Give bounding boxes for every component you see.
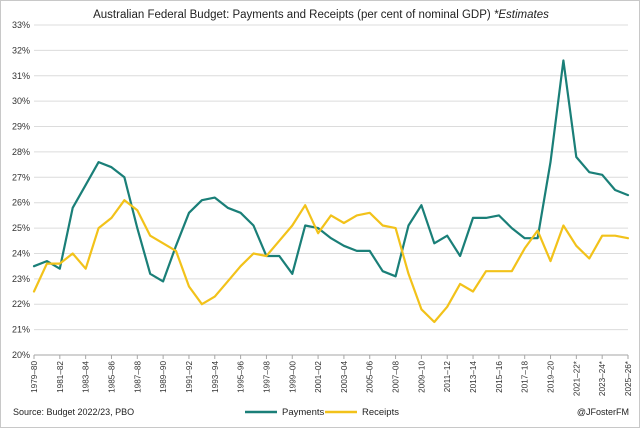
x-tick-label: 2005–06 bbox=[366, 361, 375, 393]
y-tick-label: 24% bbox=[12, 248, 30, 258]
series-line-payments bbox=[32, 59, 630, 283]
x-tick-label: 2009–10 bbox=[417, 361, 426, 393]
x-tick-label: 1987–88 bbox=[133, 361, 142, 393]
x-tick-label: 2017–18 bbox=[521, 361, 530, 393]
legend-payments-label: Payments bbox=[282, 407, 324, 418]
y-tick-label: 26% bbox=[12, 198, 30, 208]
x-tick-label: 2023–24* bbox=[598, 360, 607, 396]
chart-title-text: Australian Federal Budget: Payments and … bbox=[93, 9, 491, 21]
y-axis-ticks: 20% 21% 22% 23% 24% 25% 26% 27% 28% 29% 30% 31% 32% 3… bbox=[12, 20, 30, 360]
series-line-receipts bbox=[32, 199, 630, 324]
y-tick-label: 21% bbox=[12, 325, 30, 335]
legend: Payments Receipts bbox=[245, 407, 399, 418]
x-tick-label: 2015–16 bbox=[495, 361, 504, 393]
chart-title-note: *Estimates bbox=[494, 9, 549, 21]
y-tick-label: 33% bbox=[12, 20, 30, 30]
y-tick-label: 20% bbox=[12, 350, 30, 360]
y-tick-label: 22% bbox=[12, 299, 30, 309]
x-tick-label: 2001–02 bbox=[314, 361, 323, 393]
y-tick-label: 28% bbox=[12, 147, 30, 157]
x-axis-ticks: 1979–80 1981–82 1983–84 1985–86 1987–88 1989–… bbox=[30, 355, 633, 396]
x-tick-label: 1981–82 bbox=[56, 361, 65, 393]
y-tick-label: 27% bbox=[12, 172, 30, 182]
x-tick-label: 1979–80 bbox=[30, 361, 39, 393]
y-tick-label: 30% bbox=[12, 96, 30, 106]
x-tick-label: 2003–04 bbox=[340, 361, 349, 393]
x-tick-label: 2025–26* bbox=[624, 360, 633, 396]
y-tick-label: 25% bbox=[12, 223, 30, 233]
x-tick-label: 1997–98 bbox=[262, 361, 271, 393]
x-tick-label: 2021–22* bbox=[572, 360, 581, 396]
x-tick-label: 2013–14 bbox=[469, 361, 478, 393]
y-tick-label: 31% bbox=[12, 71, 30, 81]
x-tick-label: 1999–00 bbox=[288, 361, 297, 393]
chart-title: Australian Federal Budget: Payments and … bbox=[93, 9, 549, 21]
x-tick-label: 1989–90 bbox=[159, 361, 168, 393]
source-note: Source: Budget 2022/23, PBO bbox=[13, 407, 134, 417]
series-lines bbox=[32, 59, 630, 324]
x-tick-label: 1995–96 bbox=[237, 361, 246, 393]
y-tick-label: 32% bbox=[12, 45, 30, 55]
y-tick-label: 29% bbox=[12, 122, 30, 132]
x-tick-label: 2019–20 bbox=[547, 361, 556, 393]
y-tick-label: 23% bbox=[12, 274, 30, 284]
author-credit: @JFosterFM bbox=[577, 407, 629, 417]
x-tick-label: 2011–12 bbox=[443, 361, 452, 393]
x-tick-label: 1991–92 bbox=[185, 361, 194, 393]
legend-receipts-label: Receipts bbox=[362, 407, 399, 418]
gridlines bbox=[34, 24, 628, 356]
x-tick-label: 1993–94 bbox=[211, 361, 220, 393]
x-tick-label: 2007–08 bbox=[392, 361, 401, 393]
x-tick-label: 1985–86 bbox=[107, 361, 116, 393]
x-tick-label: 1983–84 bbox=[82, 361, 91, 393]
